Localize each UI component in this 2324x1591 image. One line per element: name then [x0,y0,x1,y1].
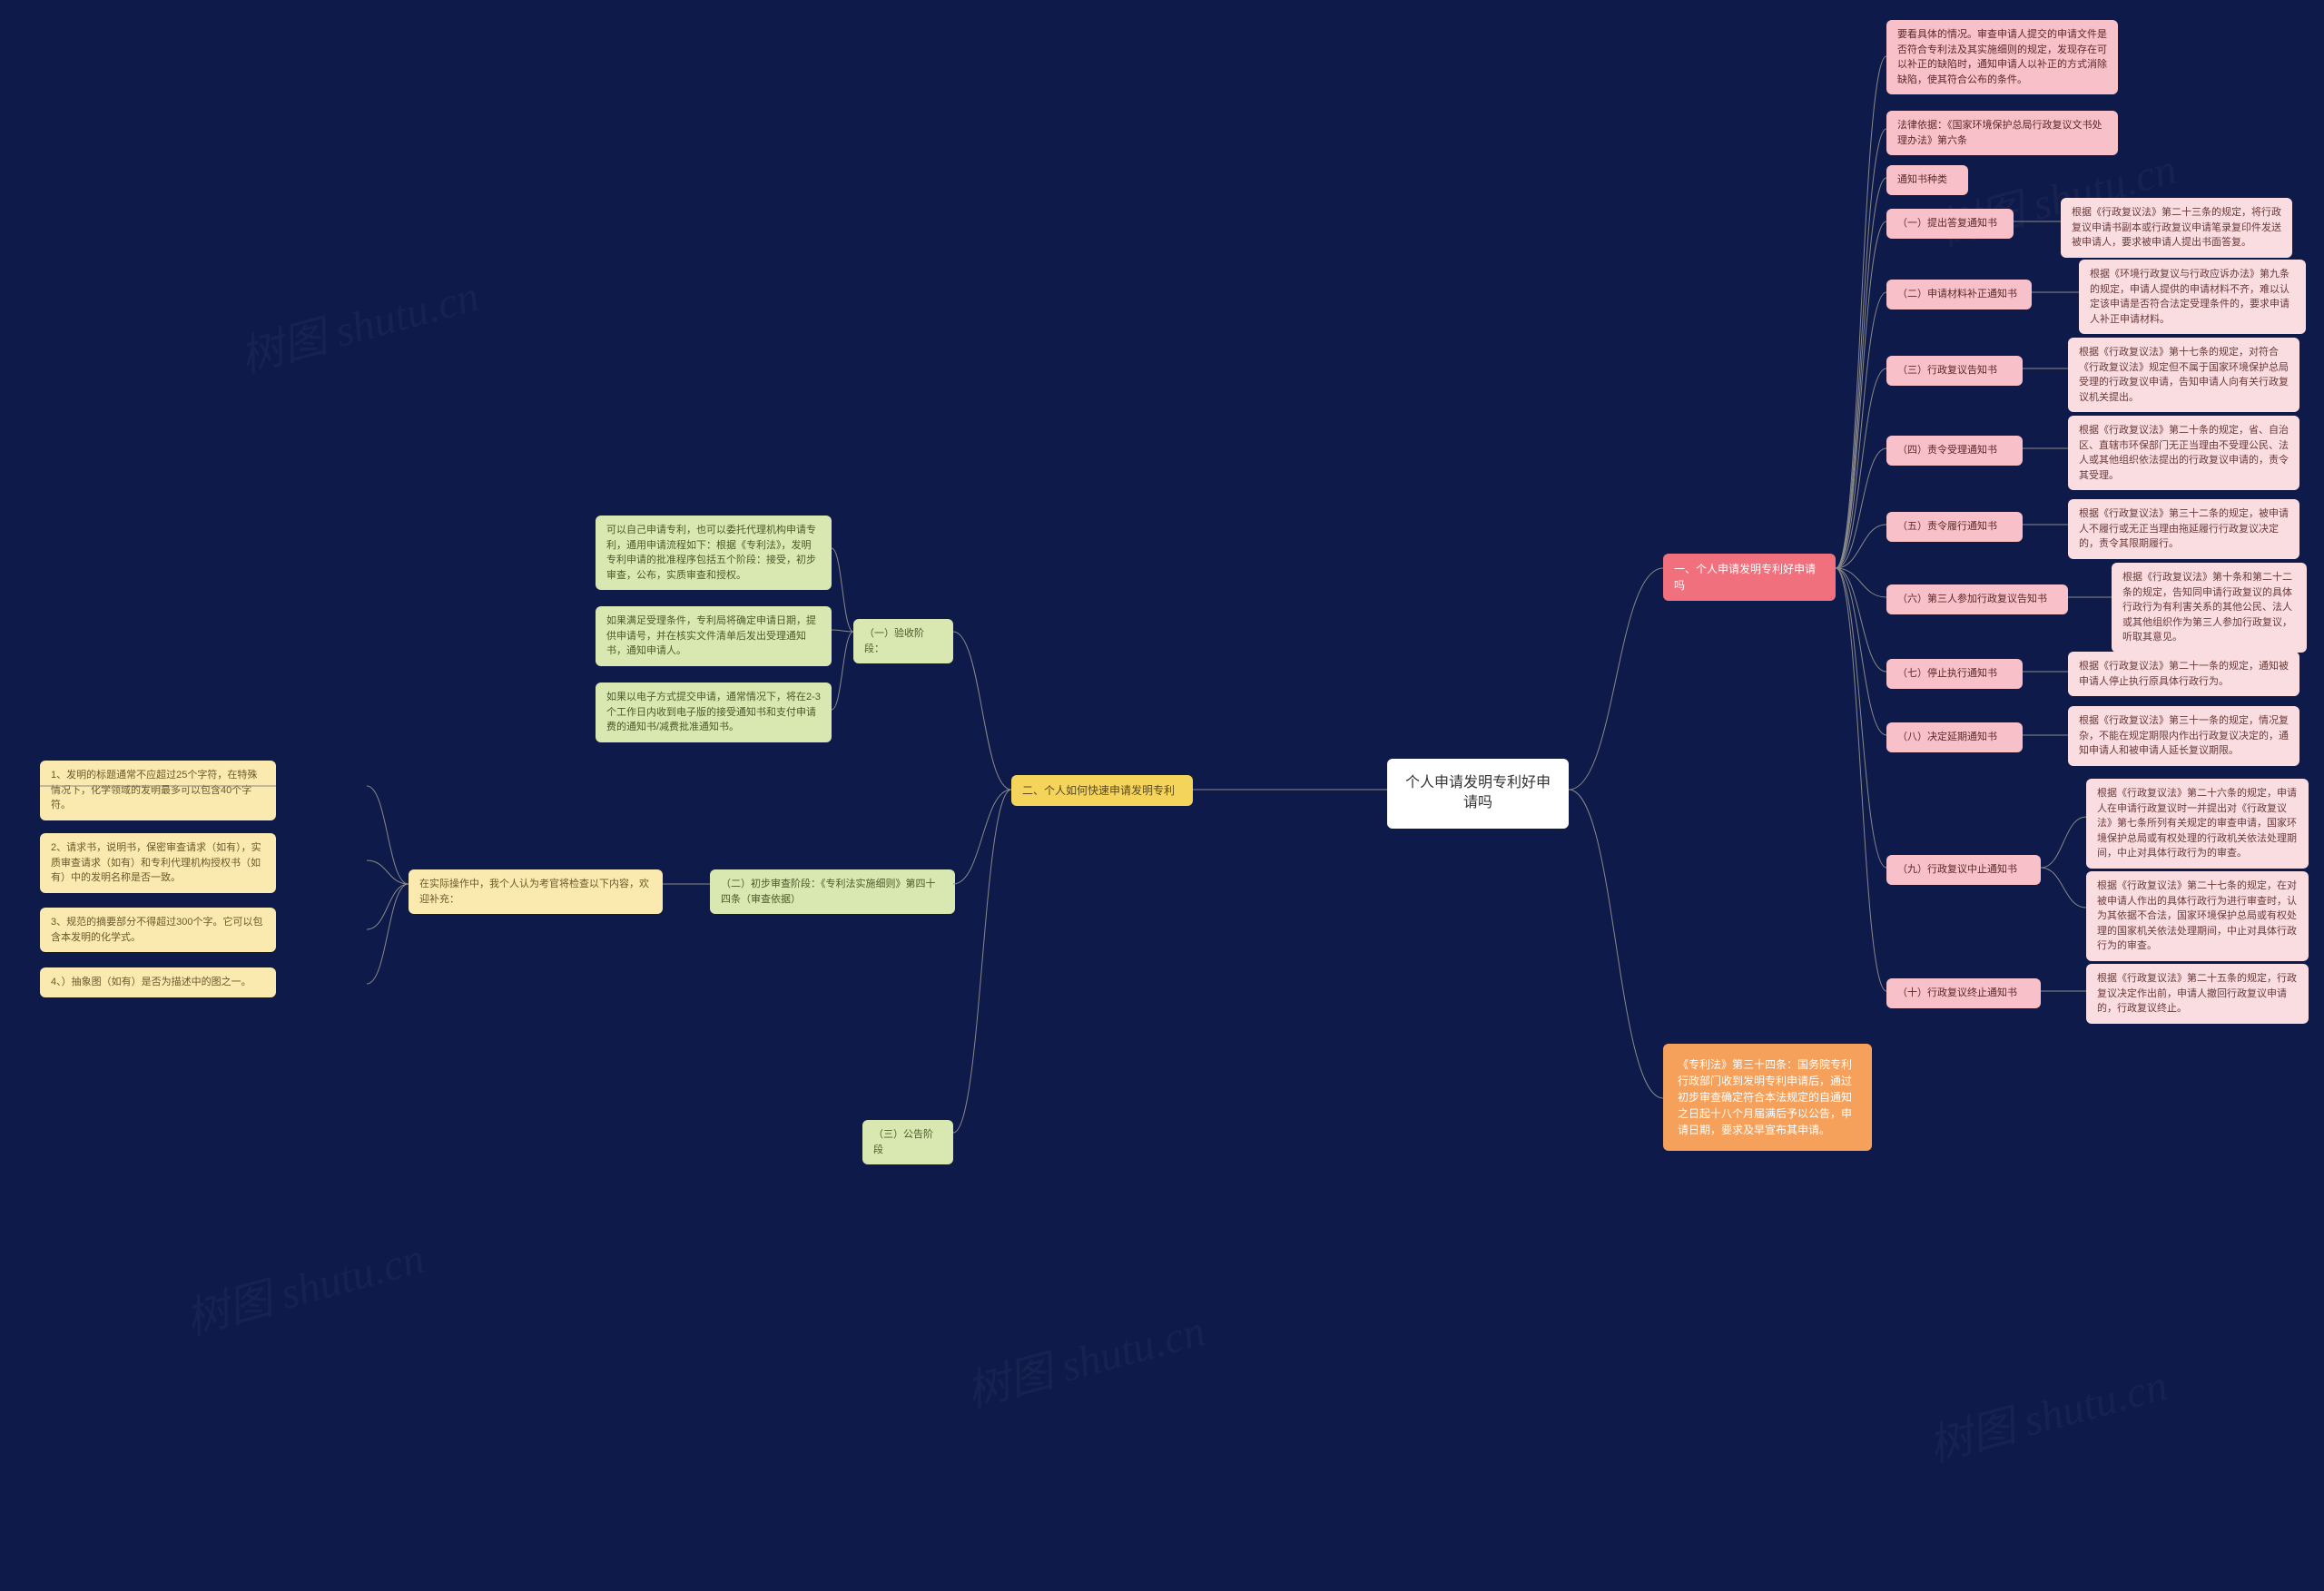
branch-1: 一、个人申请发明专利好申请吗 [1663,554,1836,601]
b1-item-3: （三）行政复议告知书 [1886,356,2023,386]
stage-2-check-4: 4、）抽象图（如有）是否为描述中的图之一。 [40,967,276,997]
b1-item-7-desc: 根据《行政复议法》第二十一条的规定，通知被申请人停止执行原具体行政行为。 [2068,652,2299,696]
stage-2-check-3: 3、规范的摘要部分不得超过300个字。它可以包含本发明的化学式。 [40,908,276,952]
b1-intro: 要看具体的情况。审查申请人提交的申请文件是否符合专利法及其实施细则的规定，发现存… [1886,20,2118,94]
b1-item-10-desc: 根据《行政复议法》第二十五条的规定，行政复议决定作出前，申请人撤回行政复议申请的… [2086,964,2309,1024]
b1-item-8: （八）决定延期通知书 [1886,722,2023,752]
stage-1-c: 如果以电子方式提交申请，通常情况下，将在2-3个工作日内收到电子版的接受通知书和… [596,683,832,742]
stage-1-a: 可以自己申请专利，也可以委托代理机构申请专利，通用申请流程如下：根据《专利法》，… [596,516,832,590]
b1-item-4-desc: 根据《行政复议法》第二十条的规定，省、自治区、直辖市环保部门无正当理由不受理公民… [2068,416,2299,490]
stage-2-check-1: 1、发明的标题通常不应超过25个字符，在特殊情况下，化学领域的发明最多可以包含4… [40,761,276,820]
stage-2-intro: 在实际操作中，我个人认为考官将检查以下内容，欢迎补充： [409,869,663,914]
b1-item-2: （二）申请材料补正通知书 [1886,280,2032,309]
b1-types-label: 通知书种类 [1886,165,1968,195]
b1-item-1: （一）提出答复通知书 [1886,209,2014,239]
b1-item-8-desc: 根据《行政复议法》第三十一条的规定，情况复杂，不能在规定期限内作出行政复议决定的… [2068,706,2299,766]
stage-2-check-2: 2、请求书，说明书，保密审查请求（如有），实质审查请求（如有）和专利代理机构授权… [40,833,276,893]
b1-item-7: （七）停止执行通知书 [1886,659,2023,689]
b1-item-6: （六）第三人参加行政复议告知书 [1886,584,2068,614]
b1-item-9-desc2: 根据《行政复议法》第二十七条的规定，在对被申请人作出的具体行政行为进行审查时，认… [2086,871,2309,961]
stage-3: （三）公告阶段 [862,1120,953,1164]
stage-2: （二）初步审查阶段：《专利法实施细则》第四十四条（审查依据） [710,869,955,914]
b1-item-9: （九）行政复议中止通知书 [1886,855,2041,885]
b1-item-9-desc1: 根据《行政复议法》第二十六条的规定，申请人在申请行政复议时一并提出对《行政复议法… [2086,779,2309,869]
law-34: 《专利法》第三十四条：国务院专利行政部门收到发明专利申请后，通过初步审查确定符合… [1663,1044,1872,1151]
b1-item-3-desc: 根据《行政复议法》第十七条的规定，对符合《行政复议法》规定但不属于国家环境保护总… [2068,338,2299,412]
b1-item-2-desc: 根据《环境行政复议与行政应诉办法》第九条的规定，申请人提供的申请材料不齐，难以认… [2079,260,2306,334]
stage-1-b: 如果满足受理条件，专利局将确定申请日期，提供申请号，并在核实文件清单后发出受理通… [596,606,832,666]
mindmap-container: 个人申请发明专利好申请吗 一、个人申请发明专利好申请吗 要看具体的情况。审查申请… [0,0,2324,1591]
b1-item-1-desc: 根据《行政复议法》第二十三条的规定，将行政复议申请书副本或行政复议申请笔录复印件… [2061,198,2292,258]
b1-item-5: （五）责令履行通知书 [1886,512,2023,542]
root-node: 个人申请发明专利好申请吗 [1387,759,1569,829]
branch-2: 二、个人如何快速申请发明专利 [1011,775,1193,806]
b1-legal: 法律依据：《国家环境保护总局行政复议文书处理办法》第六条 [1886,111,2118,155]
b1-item-4: （四）责令受理通知书 [1886,436,2023,466]
stage-1: （一）验收阶段： [853,619,953,663]
b1-item-10: （十）行政复议终止通知书 [1886,978,2041,1008]
b1-item-5-desc: 根据《行政复议法》第三十二条的规定，被申请人不履行或无正当理由拖延履行行政复议决… [2068,499,2299,559]
b1-item-6-desc: 根据《行政复议法》第十条和第二十二条的规定，告知同申请行政复议的具体行政行为有利… [2112,563,2307,653]
